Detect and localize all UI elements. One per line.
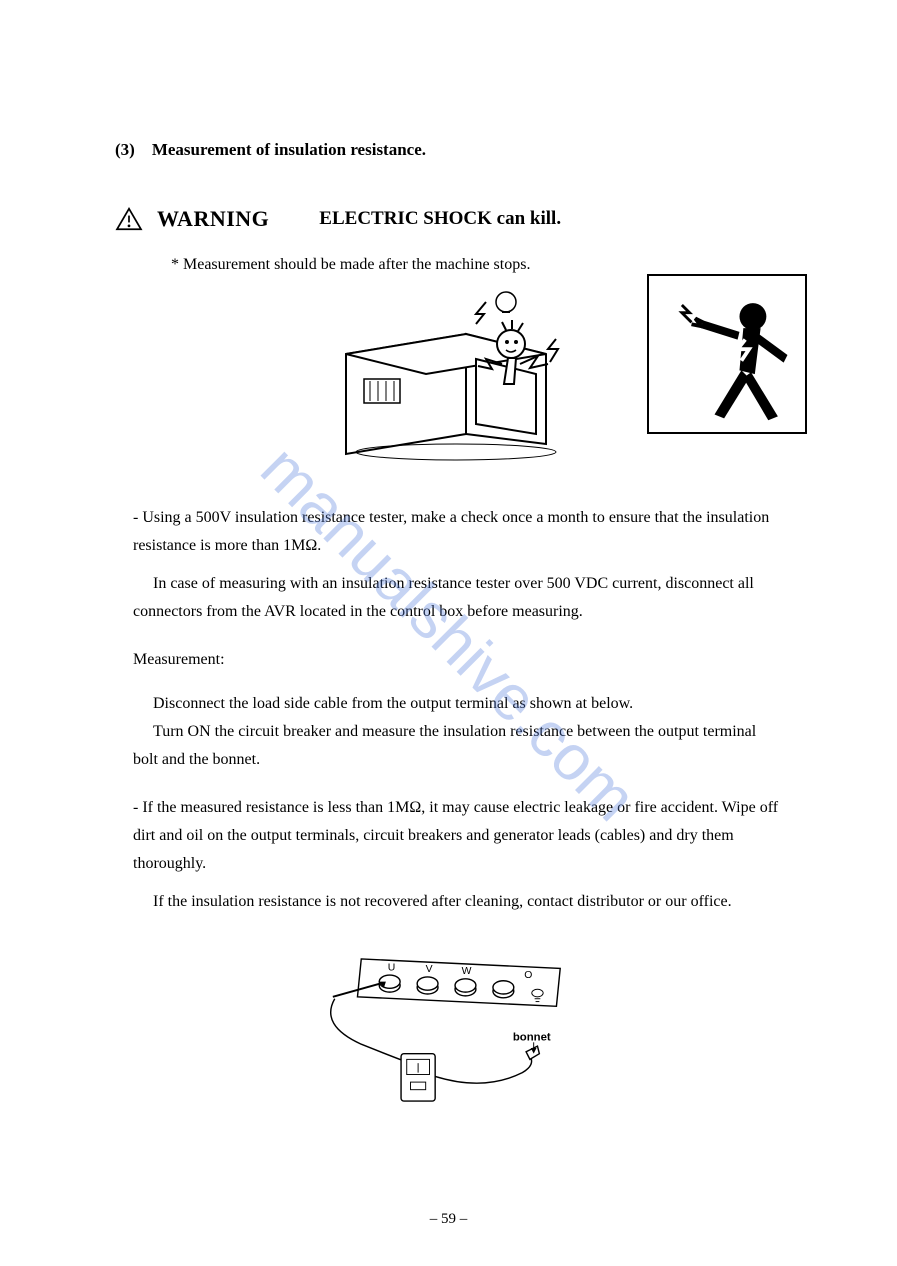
terminal-measurement-illustration: U V W O bonnet [316,940,596,1120]
warning-note: * Measurement should be made after the m… [171,256,797,274]
paragraph-1: - Using a 500V insulation resistance tes… [133,504,779,560]
machine-shock-illustration [326,284,586,464]
warning-subtitle: ELECTRIC SHOCK can kill. [319,208,561,230]
document-page: manualshive.com (3) Measurement of insul… [0,0,897,1266]
paragraph-6: - If the measured resistance is less tha… [133,794,779,878]
section-heading: (3) Measurement of insulation resistance… [115,140,797,160]
paragraph-5: Turn ON the circuit breaker and measure … [133,718,779,774]
figure-row [115,284,797,464]
measurement-label: Measurement: [133,646,779,674]
page-number: – 59 – [0,1211,897,1228]
body-text-block: - Using a 500V insulation resistance tes… [133,504,779,916]
paragraph-2: In case of measuring with an insulation … [133,570,779,626]
warning-triangle-icon [115,207,143,231]
bonnet-label: bonnet [513,1031,551,1043]
paragraph-4: Disconnect the load side cable from the … [133,690,779,718]
section-title: Measurement of insulation resistance. [152,140,426,159]
section-number: (3) [115,140,135,159]
warning-row: WARNING ELECTRIC SHOCK can kill. [115,206,797,232]
terminal-label-u: U [388,962,396,973]
terminal-label-o: O [524,970,532,981]
electric-shock-pictogram [647,274,807,434]
warning-label: WARNING [157,206,269,232]
paragraph-7: If the insulation resistance is not reco… [133,888,779,916]
terminal-label-v: V [426,964,433,975]
terminal-label-w: W [462,966,472,977]
